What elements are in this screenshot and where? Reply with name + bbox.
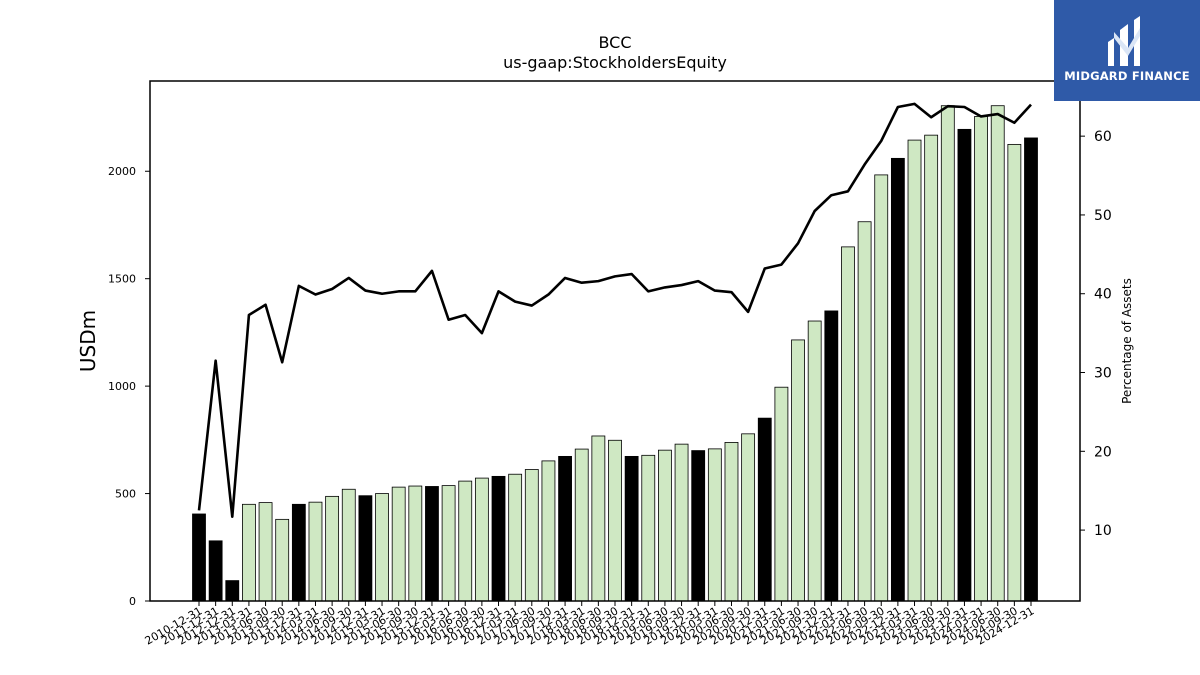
bar-2021-03-31 xyxy=(774,386,789,602)
bar-2013-09-30 xyxy=(275,518,290,602)
brand-mark-icon xyxy=(1108,16,1140,66)
bar-2024-09-30 xyxy=(1007,143,1022,602)
bar-2024-12-31 xyxy=(1024,137,1038,602)
bar-2022-06-30 xyxy=(857,221,872,602)
axes: 05001000150020001020304050602010-12-3120… xyxy=(108,80,1112,648)
y2-tick-label: 30 xyxy=(1094,366,1112,382)
y-tick-label: 1500 xyxy=(108,273,136,286)
brand-logo-text: MIDGARD FINANCE xyxy=(1064,69,1190,83)
brand-logo: MIDGARD FINANCE xyxy=(1054,0,1200,101)
bar-2023-12-31 xyxy=(957,128,972,602)
chart-title: BCC xyxy=(598,33,631,52)
bar-2019-12-31 xyxy=(691,450,706,602)
bar-2018-06-30 xyxy=(591,435,606,602)
y-tick-label: 2000 xyxy=(108,165,136,178)
y2-tick-label: 10 xyxy=(1094,523,1112,539)
bar-2011-12-31 xyxy=(208,540,223,602)
bar-2015-06-30 xyxy=(391,486,406,602)
y2-tick-label: 60 xyxy=(1094,129,1112,145)
y2-tick-label: 20 xyxy=(1094,444,1112,460)
bar-2022-09-30 xyxy=(874,174,889,602)
percentage-line xyxy=(197,102,1032,519)
y2-tick-label: 40 xyxy=(1094,287,1112,303)
bar-2014-06-30 xyxy=(325,495,340,602)
y-tick-label: 1000 xyxy=(108,380,136,393)
bar-2018-12-31 xyxy=(624,455,639,602)
bar-2019-03-31 xyxy=(641,454,656,602)
bar-2017-09-30 xyxy=(541,460,556,602)
bar-2014-12-31 xyxy=(358,495,373,602)
bar-2016-03-31 xyxy=(441,485,456,602)
bar-2020-12-31 xyxy=(757,417,772,602)
bar-2020-06-30 xyxy=(724,442,739,602)
bar-2022-03-31 xyxy=(841,246,855,602)
bar-2016-09-30 xyxy=(474,477,489,602)
y-tick-label: 0 xyxy=(129,595,136,608)
bar-2020-09-30 xyxy=(741,433,756,602)
bar-2022-12-31 xyxy=(890,157,905,602)
bar-2019-06-30 xyxy=(658,449,672,602)
bar-2021-06-30 xyxy=(791,339,805,602)
bar-2024-03-31 xyxy=(974,116,988,602)
y-axis-label: USDm xyxy=(76,310,100,372)
bar-2012-12-31 xyxy=(225,580,240,602)
bar-2017-06-30 xyxy=(524,469,539,602)
bar-2018-09-30 xyxy=(608,439,622,602)
bar-2013-12-31 xyxy=(291,503,306,602)
bar-2013-03-31 xyxy=(242,503,256,602)
bar-2019-09-30 xyxy=(674,443,689,602)
bar-2010-12-31 xyxy=(192,513,206,602)
bar-2021-12-31 xyxy=(824,310,839,602)
bar-2015-12-31 xyxy=(425,486,439,602)
y2-axis-label: Percentage of Assets xyxy=(1120,278,1134,404)
bar-2014-03-31 xyxy=(308,501,323,602)
y-tick-label: 500 xyxy=(115,488,136,501)
y2-tick-label: 50 xyxy=(1094,208,1112,224)
bar-2023-09-30 xyxy=(940,105,955,602)
bar-2017-12-31 xyxy=(558,455,572,602)
bar-2015-03-31 xyxy=(375,493,389,602)
chart-subtitle: us-gaap:StockholdersEquity xyxy=(503,53,727,72)
bar-2016-06-30 xyxy=(458,480,473,602)
bar-2016-12-31 xyxy=(491,475,506,602)
bar-2024-06-30 xyxy=(990,105,1005,602)
bar-2015-09-30 xyxy=(408,485,423,602)
line-series xyxy=(197,102,1032,519)
bar-2013-06-30 xyxy=(258,502,273,602)
bar-2018-03-31 xyxy=(574,448,589,602)
bar-2017-03-31 xyxy=(508,473,523,602)
bar-series xyxy=(192,105,1038,602)
bar-2021-09-30 xyxy=(807,320,822,602)
bar-2023-03-31 xyxy=(907,139,922,602)
bar-2020-03-31 xyxy=(707,448,722,602)
bar-2014-09-30 xyxy=(341,488,356,602)
bar-2023-06-30 xyxy=(924,134,939,602)
